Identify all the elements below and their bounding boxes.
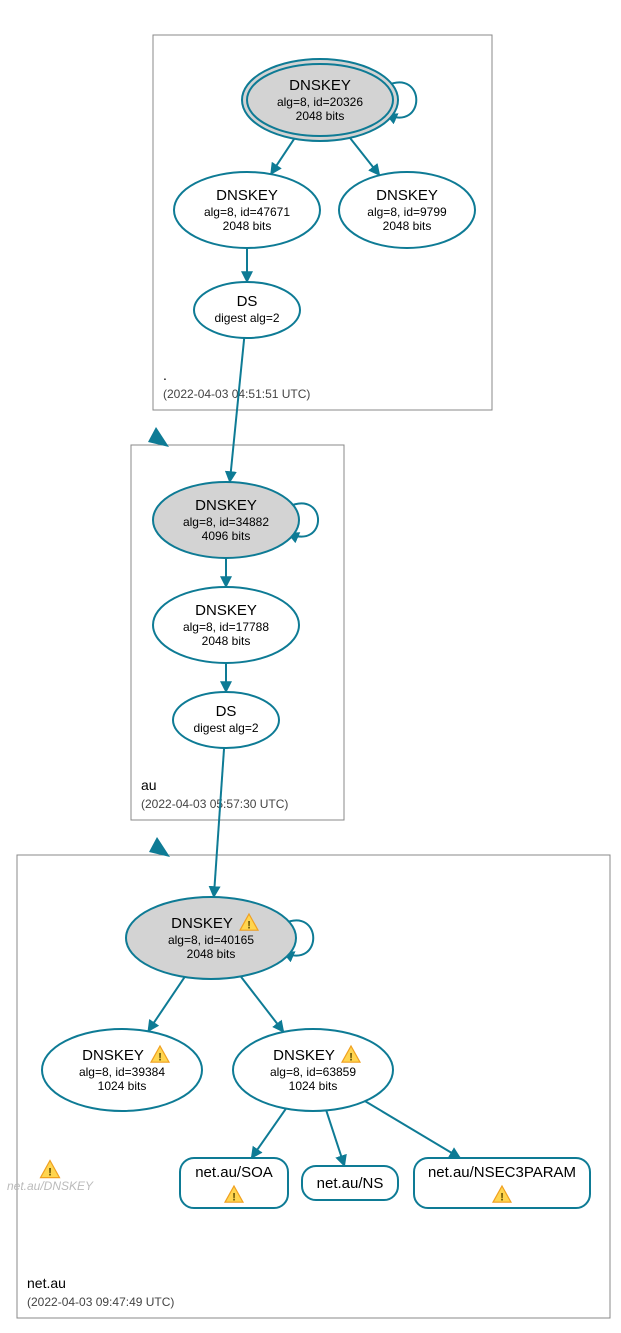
nodes: DNSKEYalg=8, id=203262048 bitsDNSKEYalg=… — [42, 59, 590, 1208]
node-root_zsk2-title: DNSKEY — [376, 187, 438, 204]
node-au_ksk-title: DNSKEY — [195, 497, 257, 514]
node-au_ds: DSdigest alg=2 — [173, 692, 279, 748]
zone-au-label: au — [141, 777, 157, 793]
edge-root_ksk-root_zsk1 — [271, 139, 294, 174]
svg-text:!: ! — [48, 1167, 52, 1179]
node-netau_ns-title: net.au/NS — [317, 1175, 384, 1192]
svg-text:digest alg=2: digest alg=2 — [214, 311, 279, 325]
svg-text:!: ! — [500, 1191, 504, 1203]
edge-au_ds-netau_ksk — [214, 748, 224, 897]
svg-text:!: ! — [158, 1051, 162, 1063]
svg-text:!: ! — [349, 1051, 353, 1063]
svg-text:2048 bits: 2048 bits — [296, 109, 345, 123]
node-root_zsk2: DNSKEYalg=8, id=97992048 bits — [339, 172, 475, 248]
zone-root-timestamp: (2022-04-03 04:51:51 UTC) — [163, 387, 310, 401]
svg-text:!: ! — [247, 919, 251, 931]
zone-deleg-arrow-au_ksk — [148, 427, 169, 447]
svg-text:alg=8, id=34882: alg=8, id=34882 — [183, 515, 269, 529]
svg-text:2048 bits: 2048 bits — [383, 219, 432, 233]
svg-text:alg=8, id=47671: alg=8, id=47671 — [204, 205, 290, 219]
svg-text:alg=8, id=20326: alg=8, id=20326 — [277, 95, 363, 109]
svg-text:alg=8, id=9799: alg=8, id=9799 — [367, 205, 447, 219]
node-netau_ksk: DNSKEY! alg=8, id=401652048 bits — [126, 897, 296, 979]
node-root_ds-title: DS — [237, 293, 258, 310]
svg-text:digest alg=2: digest alg=2 — [193, 721, 258, 735]
zone-au-timestamp: (2022-04-03 05:57:30 UTC) — [141, 797, 288, 811]
edge-netau_zsk2-netau_soa — [251, 1109, 286, 1158]
node-netau_ksk-title: DNSKEY — [171, 915, 233, 932]
zone-netau-timestamp: (2022-04-03 09:47:49 UTC) — [27, 1295, 174, 1309]
svg-text:alg=8, id=39384: alg=8, id=39384 — [79, 1065, 165, 1079]
node-netau_soa-title: net.au/SOA — [195, 1164, 273, 1181]
svg-text:2048 bits: 2048 bits — [223, 219, 272, 233]
svg-text:alg=8, id=63859: alg=8, id=63859 — [270, 1065, 356, 1079]
node-au_zsk: DNSKEYalg=8, id=177882048 bits — [153, 587, 299, 663]
node-netau_nsec3: net.au/NSEC3PARAM! — [414, 1158, 590, 1208]
zone-root-label: . — [163, 367, 167, 383]
edge-netau_ksk-netau_zsk2 — [241, 976, 284, 1031]
svg-text:2048 bits: 2048 bits — [202, 634, 251, 648]
svg-text:alg=8, id=17788: alg=8, id=17788 — [183, 620, 269, 634]
node-root_ksk: DNSKEYalg=8, id=203262048 bits — [242, 59, 398, 141]
edge-netau_ksk-netau_zsk1 — [148, 977, 185, 1031]
node-au_ds-title: DS — [216, 703, 237, 720]
node-root_ds: DSdigest alg=2 — [194, 282, 300, 338]
node-netau_soa: net.au/SOA! — [180, 1158, 288, 1208]
svg-text:1024 bits: 1024 bits — [289, 1079, 338, 1093]
node-netau_zsk1: DNSKEY! alg=8, id=393841024 bits — [42, 1029, 202, 1111]
zone-netau-label: net.au — [27, 1275, 66, 1291]
node-au_zsk-title: DNSKEY — [195, 602, 257, 619]
node-root_zsk1: DNSKEYalg=8, id=476712048 bits — [174, 172, 320, 248]
dnssec-chain-diagram: . (2022-04-03 04:51:51 UTC) au (2022-04-03 … — [0, 0, 621, 1333]
edge-netau_zsk2-netau_nsec3 — [365, 1101, 460, 1158]
edge-netau_zsk2-netau_ns — [326, 1110, 344, 1166]
zone-deleg-arrow-netau_ksk — [149, 837, 170, 857]
warning-icon: ! — [41, 1161, 60, 1179]
node-netau_zsk2-title: DNSKEY — [273, 1047, 335, 1064]
node-netau_zsk1-title: DNSKEY — [82, 1047, 144, 1064]
node-root_zsk1-title: DNSKEY — [216, 187, 278, 204]
node-netau_nsec3-title: net.au/NSEC3PARAM — [428, 1164, 576, 1181]
edge-root_ksk-root_zsk2 — [350, 138, 380, 175]
svg-text:!: ! — [232, 1191, 236, 1203]
svg-text:2048 bits: 2048 bits — [187, 947, 236, 961]
svg-text:4096 bits: 4096 bits — [202, 529, 251, 543]
node-netau_ns: net.au/NS — [302, 1166, 398, 1200]
node-root_ksk-title: DNSKEY — [289, 77, 351, 94]
svg-text:1024 bits: 1024 bits — [98, 1079, 147, 1093]
node-au_ksk: DNSKEYalg=8, id=348824096 bits — [153, 482, 299, 558]
svg-text:alg=8, id=40165: alg=8, id=40165 — [168, 933, 254, 947]
faded-dnskey-label: net.au/DNSKEY — [7, 1179, 94, 1193]
node-netau_zsk2: DNSKEY! alg=8, id=638591024 bits — [233, 1029, 393, 1111]
